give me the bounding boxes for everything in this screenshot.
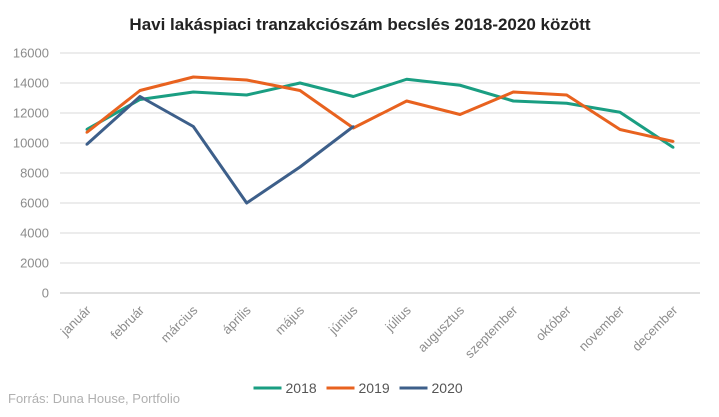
data-point-2019 [512,90,515,94]
x-tick-label: március [158,302,201,345]
data-point-2020 [85,143,88,146]
x-axis-ticks: január február március április május június jú… [57,302,681,361]
y-tick-label: 10000 [13,136,49,151]
x-tick-label: szeptember [462,302,521,361]
y-tick-label: 0 [42,286,49,301]
data-point-2019 [672,140,675,143]
data-point-2020 [192,125,195,128]
data-point-2019 [138,89,142,92]
y-tick-label: 16000 [13,46,49,61]
data-point-2018 [352,95,355,98]
x-tick-label: május [272,302,307,337]
data-point-2018 [192,90,195,94]
x-tick-label: január [57,302,94,339]
data-point-2019 [405,99,408,103]
data-point-2018 [405,78,408,81]
data-point-2018 [512,99,515,103]
y-tick-label: 4000 [20,226,49,241]
y-tick-label: 2000 [20,256,49,271]
y-tick-label: 8000 [20,166,49,181]
series-line-2020 [85,95,355,205]
y-tick-label: 12000 [13,106,49,121]
data-point-2019 [245,78,248,82]
data-point-2020 [298,165,302,169]
data-point-2018 [458,84,462,87]
data-point-2018 [672,146,675,149]
series-line-2019 [85,75,674,143]
data-point-2018 [565,102,568,105]
legend-label-2018: 2018 [286,380,317,396]
data-point-2020 [245,201,248,205]
x-tick-label: február [107,302,147,342]
x-tick-label: október [533,302,575,344]
x-tick-label: december [629,302,681,354]
data-point-2019 [618,128,622,131]
data-point-2018 [85,128,88,131]
data-point-2019 [458,113,462,116]
data-point-2018 [618,111,622,114]
source-note: Forrás: Duna House, Portfolio [8,391,180,406]
x-tick-label: július [382,302,415,335]
legend: 2018 2019 2020 [253,380,463,396]
chart-title: Havi lakáspiaci tranzakciószám becslés 2… [129,15,590,34]
y-axis-ticks: 0 2000 4000 6000 8000 10000 12000 14000 16000 [13,46,49,301]
x-tick-label: augusztus [415,302,468,355]
data-point-2020 [352,125,355,128]
x-tick-label: április [219,302,254,337]
data-point-2019 [192,75,195,79]
x-tick-label: június [325,302,361,338]
y-tick-label: 14000 [13,76,49,91]
data-point-2020 [138,95,142,98]
data-point-2018 [298,81,302,85]
y-tick-label: 6000 [20,196,49,211]
data-point-2019 [565,93,568,97]
series-lines [85,75,675,205]
legend-label-2020: 2020 [432,380,463,396]
series-line-2018 [85,77,675,149]
legend-label-2019: 2019 [359,380,390,396]
data-point-2018 [245,93,248,97]
x-tick-label: november [576,302,628,354]
data-point-2019 [85,131,88,134]
data-point-2019 [298,89,302,92]
